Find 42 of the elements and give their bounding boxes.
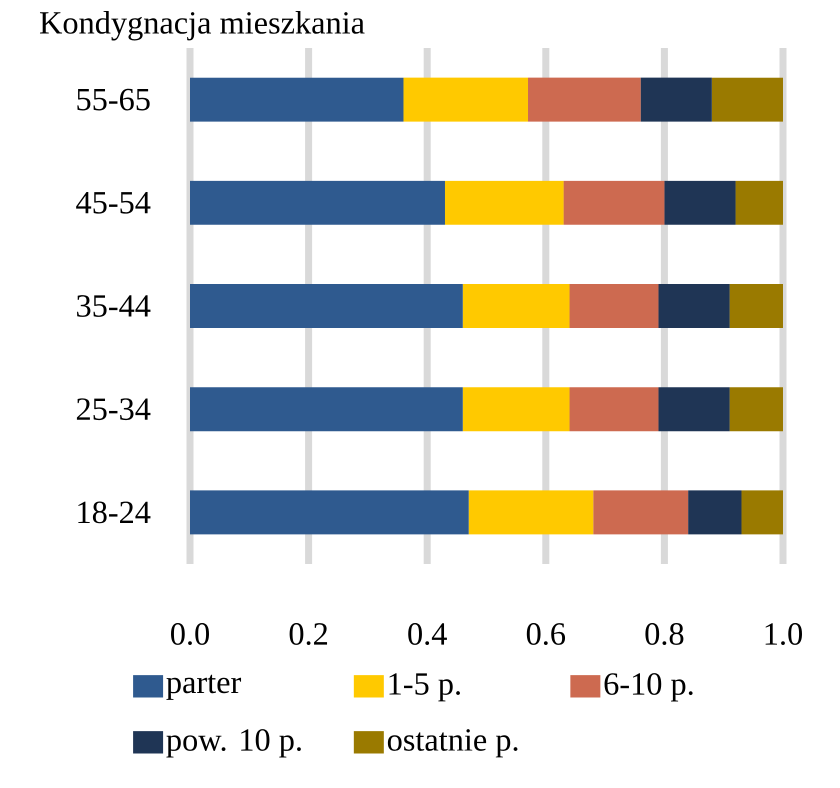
legend-label: pow. 10 p. — [166, 729, 301, 758]
y-tick-label: 35-44 — [77, 295, 150, 317]
bar — [190, 284, 463, 328]
legend-label: 6-10 p. — [604, 673, 693, 702]
bar — [190, 180, 445, 225]
bar — [688, 490, 742, 534]
x-tick-label: 0.0 — [171, 623, 209, 646]
bar — [570, 387, 658, 432]
x-tick-label: 0.6 — [526, 623, 566, 646]
bar — [564, 180, 664, 225]
bar — [190, 387, 463, 432]
chart-title: Kondygnacja mieszkania — [40, 11, 365, 40]
bar — [593, 490, 688, 534]
bar — [403, 78, 528, 122]
y-tick-label: 55-65 — [77, 88, 150, 110]
legend-label: parter — [166, 674, 242, 700]
x-tick-label: 0.4 — [408, 623, 447, 646]
bar — [730, 284, 783, 328]
x-tick-label: 1.0 — [766, 623, 802, 646]
bar — [462, 284, 570, 328]
bar — [658, 387, 730, 432]
bar — [190, 490, 469, 534]
y-tick-label: 18-24 — [78, 501, 150, 524]
bar — [664, 180, 736, 225]
bar — [190, 78, 404, 122]
legend-label: ostatnie p. — [388, 729, 518, 758]
bar — [741, 490, 783, 534]
bar — [528, 78, 641, 122]
bar — [730, 387, 783, 432]
bar — [658, 284, 730, 328]
y-tick-label: 25-34 — [76, 398, 150, 420]
bar — [640, 78, 712, 122]
x-tick-label: 0.8 — [645, 623, 684, 646]
x-tick-label: 0.2 — [290, 623, 328, 646]
bar — [444, 180, 564, 225]
y-tick-label: 45-54 — [76, 192, 150, 214]
bar — [570, 284, 658, 328]
bar — [468, 490, 594, 534]
legend-label: 1-5 p. — [389, 673, 460, 702]
bar — [736, 180, 783, 225]
bar — [462, 387, 570, 432]
bar — [712, 78, 783, 122]
